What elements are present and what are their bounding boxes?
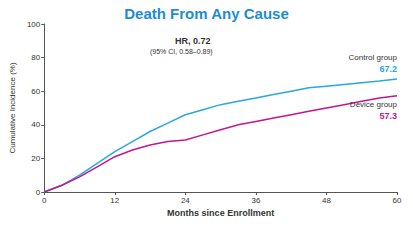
svg-text:40: 40: [31, 120, 40, 129]
svg-text:67.2: 67.2: [379, 64, 397, 74]
svg-text:48: 48: [322, 196, 331, 205]
svg-text:0: 0: [42, 196, 47, 205]
svg-text:Death From Any Cause: Death From Any Cause: [124, 5, 288, 22]
svg-text:HR, 0.72: HR, 0.72: [175, 36, 211, 46]
svg-text:24: 24: [181, 196, 190, 205]
svg-text:57.3: 57.3: [379, 111, 397, 121]
svg-text:20: 20: [31, 154, 40, 163]
svg-text:Device group: Device group: [350, 100, 398, 109]
svg-text:100: 100: [27, 20, 41, 29]
svg-text:(95% CI, 0.58–0.89): (95% CI, 0.58–0.89): [150, 48, 213, 56]
svg-text:0: 0: [36, 188, 41, 197]
svg-text:Months since Enrollment: Months since Enrollment: [167, 208, 274, 218]
svg-text:80: 80: [31, 53, 40, 62]
svg-text:Cumulative Incidence (%): Cumulative Incidence (%): [8, 62, 17, 153]
svg-text:Control group: Control group: [349, 53, 398, 62]
svg-text:36: 36: [251, 196, 260, 205]
svg-text:60: 60: [31, 87, 40, 96]
svg-text:60: 60: [393, 196, 402, 205]
svg-text:12: 12: [110, 196, 119, 205]
